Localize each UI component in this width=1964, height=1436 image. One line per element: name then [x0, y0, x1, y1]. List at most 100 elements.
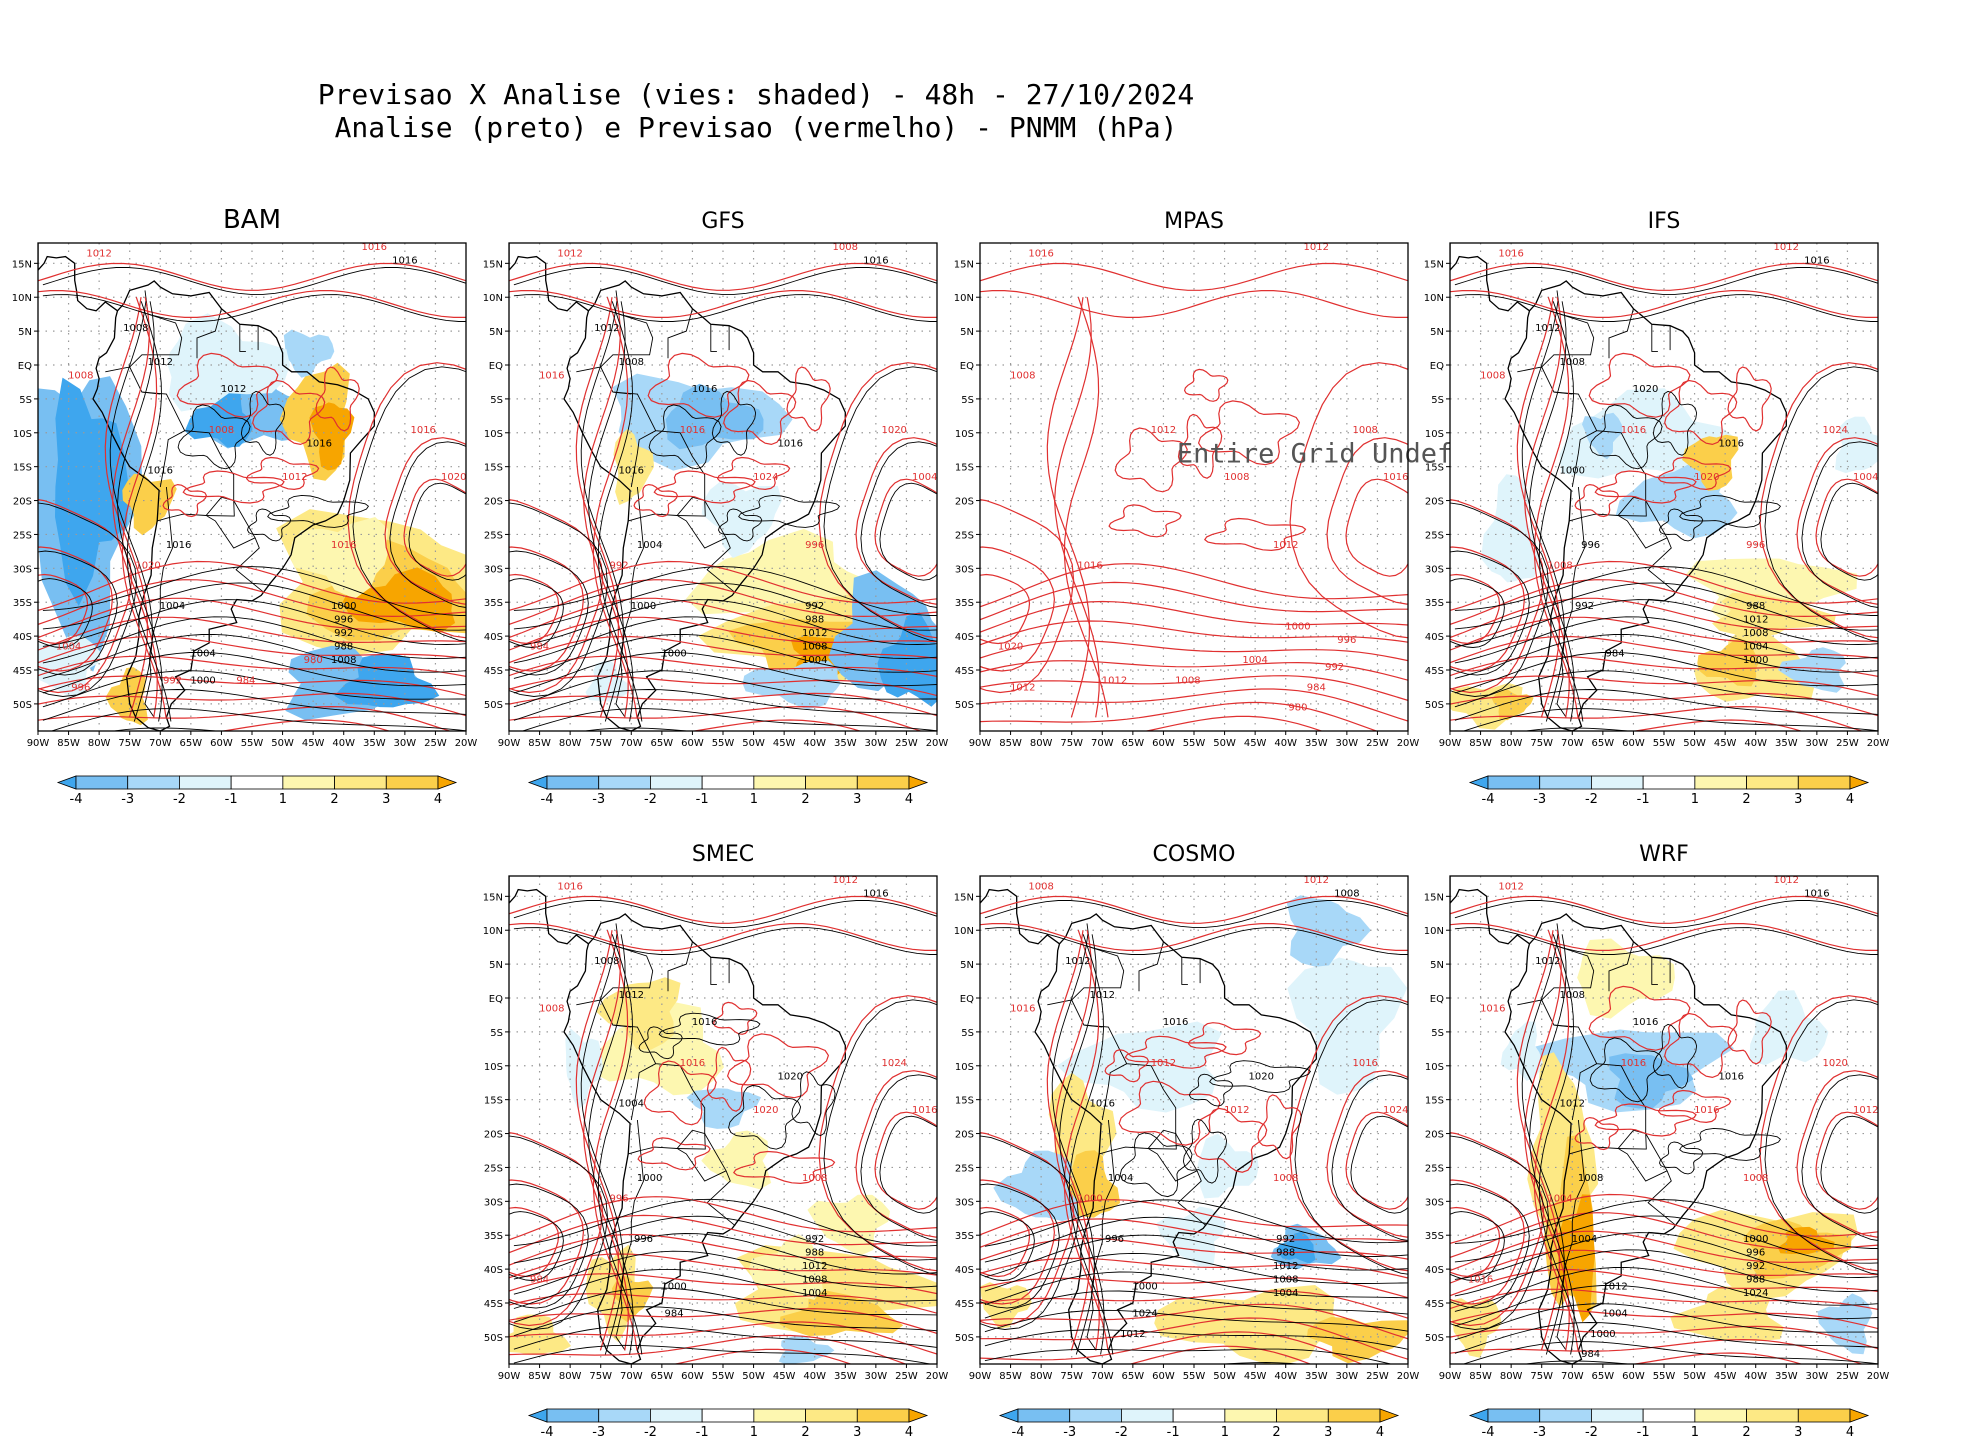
colorbar-label: -3: [592, 1425, 605, 1436]
forecast-isobar: [980, 660, 1408, 681]
forecast-isobar: [980, 499, 1075, 694]
analysis-isobar: [1454, 1232, 1878, 1280]
bias-shade: [1286, 895, 1371, 967]
lat-tick-label: EQ: [18, 361, 32, 372]
lon-tick-label: 80W: [559, 738, 582, 749]
lat-tick-label: 15S: [1425, 1096, 1444, 1107]
analysis-contour-label: 992: [1276, 1234, 1295, 1245]
lat-tick-label: 15N: [954, 892, 974, 903]
colorbar-bin: [701, 775, 755, 790]
analysis-contour-label: 1008: [1560, 990, 1585, 1001]
analysis-isobar: [1454, 566, 1878, 616]
lon-tick-label: 70W: [1091, 738, 1114, 749]
analysis-isobar: [1182, 1118, 1228, 1184]
forecast-isobar: [980, 620, 1408, 646]
forecast-isobar: [1533, 930, 1579, 1351]
lat-tick-label: 30S: [955, 1197, 974, 1208]
lon-tick-label: 60W: [681, 1371, 704, 1382]
lat-tick-label: 10N: [954, 926, 974, 937]
forecast-isobar: [509, 1196, 937, 1241]
analysis-isobar: [984, 1329, 1408, 1350]
forecast-isobar: [1450, 1325, 1878, 1350]
lon-tick-label: 55W: [712, 738, 735, 749]
forecast-contour-label: 1012: [557, 249, 582, 260]
forecast-isobar: [38, 636, 466, 664]
lat-tick-label: 45S: [955, 1299, 974, 1310]
forecast-contour-label: 1012: [1151, 1058, 1176, 1069]
lat-tick-label: 5N: [960, 960, 974, 971]
lon-tick-label: 30W: [1336, 1371, 1359, 1382]
political-border: [675, 500, 727, 549]
forecast-contour-label: 1016: [1468, 1275, 1493, 1286]
forecast-isobar: [1450, 1288, 1878, 1310]
forecast-isobar: [980, 675, 1408, 701]
political-border: [1541, 999, 1573, 1028]
analysis-contour-label: 1016: [148, 465, 173, 476]
coastline: [145, 243, 152, 244]
analysis-isobar: [1454, 267, 1878, 295]
forecast-isobar: [980, 1199, 1408, 1236]
analysis-isobar: [1059, 934, 1105, 1355]
forecast-contour-label: 996: [71, 682, 90, 693]
forecast-isobar: [1326, 437, 1408, 605]
lon-tick-label: 35W: [363, 738, 386, 749]
lat-tick-label: 20S: [484, 1130, 503, 1141]
colorbar-bin: [856, 775, 910, 790]
analysis-contour-label: 1020: [1633, 384, 1658, 395]
colorbar-extend-high: [908, 1408, 929, 1423]
map-area-ifs: 1016 1012 1008 1016 1020 1024 1004 996 1008 1016 1…: [1450, 243, 1878, 731]
lat-tick-label: 50S: [955, 1333, 974, 1344]
analysis-contour-label: 1012: [1065, 956, 1090, 967]
lat-tick-label: 15N: [483, 259, 503, 270]
forecast-isobar: [176, 352, 279, 418]
analysis-contour-label: 1004: [619, 1098, 644, 1109]
colorbar-bin: [1539, 1408, 1592, 1423]
analysis-isobar: [1189, 1073, 1234, 1107]
colorbar-bin: [805, 775, 858, 790]
analysis-contour-label: 1000: [331, 601, 356, 612]
analysis-isobar: [513, 1325, 937, 1350]
forecast-isobar: [509, 1132, 604, 1327]
forecast-isobar: [245, 456, 320, 491]
lon-tick-label: 60W: [1152, 738, 1175, 749]
lon-tick-label: 30W: [1336, 738, 1359, 749]
colorbar-label: 1: [750, 1425, 758, 1436]
analysis-isobar: [1450, 578, 1505, 648]
lat-tick-label: 15N: [483, 892, 503, 903]
analysis-isobar: [597, 301, 643, 722]
lat-tick-label: 35S: [484, 1231, 503, 1242]
analysis-isobar: [984, 927, 1408, 955]
forecast-isobar: [706, 1046, 752, 1112]
forecast-isobar: [1450, 1308, 1878, 1330]
analysis-isobar: [984, 1216, 1408, 1263]
forecast-contour-label: 1016: [912, 1105, 937, 1116]
lon-tick-label: 25W: [1366, 738, 1389, 749]
analysis-contour-label: 1016: [863, 255, 888, 266]
forecast-isobar: [509, 675, 937, 697]
lon-tick-label: 35W: [1775, 1371, 1798, 1382]
forecast-isobar: [1063, 930, 1109, 1351]
lon-tick-label: 45W: [773, 738, 796, 749]
analysis-isobar: [42, 689, 466, 721]
forecast-isobar: [1345, 1111, 1408, 1210]
colorbar-bin: [1746, 1408, 1799, 1423]
colorbar-label: -1: [696, 792, 709, 807]
lat-tick-label: 15N: [1424, 259, 1444, 270]
analysis-isobar: [1462, 708, 1878, 731]
lat-tick-label: 30S: [484, 564, 503, 575]
map-background: [980, 243, 1408, 731]
lat-tick-label: 10S: [1425, 1062, 1444, 1073]
coastline: [1481, 842, 1542, 864]
forecast-isobar: [1128, 1345, 1312, 1364]
panel-title-cosmo: COSMO: [1153, 842, 1236, 867]
forecast-contour-label: 1008: [1547, 560, 1572, 571]
coastline: [563, 913, 846, 1364]
forecast-isobar: [38, 655, 466, 677]
forecast-contour-label: 1016: [1352, 1058, 1377, 1069]
forecast-isobar: [1759, 995, 1878, 1272]
analysis-isobar: [509, 1211, 564, 1281]
map-area-bam: 1012 1016 1008 1008 1012 1016 1020 1016 1020 1004…: [38, 243, 466, 731]
forecast-isobar: [874, 478, 937, 577]
lat-tick-label: 15S: [484, 463, 503, 474]
forecast-contour-label: 1004: [56, 642, 81, 653]
